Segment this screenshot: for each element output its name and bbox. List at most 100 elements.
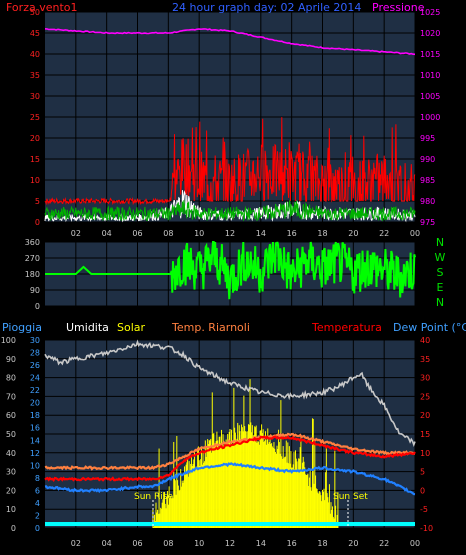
x-tick-label: 06 (132, 539, 142, 548)
left-tick-label: 40 (30, 50, 40, 59)
temp-tick-label: 25 (420, 392, 430, 401)
left-tick-label: 10 (30, 176, 40, 185)
rain-tick-label: 2 (35, 511, 40, 520)
right-tick-label: 1000 (420, 113, 440, 122)
legend-pioggia: Pioggia (2, 321, 42, 334)
left-tick-label: 50 (30, 8, 40, 17)
left-tick-label: 0 (35, 302, 40, 311)
x-tick-label: 14 (256, 229, 266, 238)
x-tick-label: 22 (379, 229, 389, 238)
left-tick-label: 270 (25, 254, 40, 263)
legend-temp-riarnoli: Temp. Riarnoli (171, 321, 250, 334)
series-line-3 (44, 462, 416, 496)
x-tick-label: 16 (287, 229, 297, 238)
left-tick-label: 25 (30, 113, 40, 122)
series-group (44, 339, 416, 496)
series-line-1 (44, 432, 415, 471)
x-tick-label: 02 (71, 229, 81, 238)
temp-tick-label: 30 (420, 374, 430, 383)
rain-tick-label: 6 (35, 486, 40, 495)
legend-solar: Solar (117, 321, 146, 334)
humidity-tick-label: 0 (11, 524, 16, 533)
rain-tick-label: 26 (30, 361, 40, 370)
series-group (45, 241, 416, 300)
temp-tick-label: 5 (420, 468, 425, 477)
legend-temperatura: Temperatura (311, 321, 382, 334)
labels: 0102030405060708090100024681012141618202… (1, 336, 433, 548)
wind-pressure-panel: 0510152025303540455097598098599099510001… (0, 0, 466, 238)
rain-tick-label: 0 (35, 524, 40, 533)
x-tick-label: 02 (71, 539, 81, 548)
humidity-tick-label: 20 (6, 486, 16, 495)
rain-tick-label: 28 (30, 349, 40, 358)
chart-title: 24 hour graph day: 02 Aprile 2014 (172, 1, 361, 14)
legend-umidita: Umidita (66, 321, 109, 334)
right-tick-label: 985 (420, 176, 435, 185)
rain-tick-label: 4 (35, 499, 40, 508)
rain-baseline (45, 522, 415, 526)
labels: 0510152025303540455097598098599099510001… (30, 8, 441, 238)
rain-tick-label: 14 (30, 436, 40, 445)
legend-dew-point: Dew Point (°C) (393, 321, 466, 334)
rain-tick-label: 24 (30, 374, 40, 383)
temp-tick-label: 40 (420, 336, 430, 345)
series-line-1 (44, 117, 416, 206)
compass-label: W (435, 251, 446, 264)
temp-tick-label: -10 (420, 524, 433, 533)
rain-tick-label: 22 (30, 386, 40, 395)
x-tick-label: 10 (194, 229, 204, 238)
right-tick-label: 995 (420, 134, 435, 143)
rain-tick-label: 10 (30, 461, 40, 470)
rain-tick-label: 16 (30, 424, 40, 433)
rain-tick-label: 8 (35, 474, 40, 483)
humidity-tick-label: 90 (6, 355, 16, 364)
humidity-tick-label: 30 (6, 468, 16, 477)
x-tick-label: 22 (379, 539, 389, 548)
right-tick-label: 1020 (420, 29, 440, 38)
x-tick-label: 14 (256, 539, 266, 548)
x-tick-label: 00 (410, 539, 420, 548)
x-tick-label: 16 (287, 539, 297, 548)
right-tick-label: 990 (420, 155, 435, 164)
x-tick-label: 06 (132, 229, 142, 238)
x-tick-label: 20 (348, 229, 358, 238)
left-tick-label: 30 (30, 92, 40, 101)
sunset-label: Sun Set (333, 492, 368, 502)
right-tick-label: 980 (420, 197, 435, 206)
humidity-tick-label: 100 (1, 336, 16, 345)
humidity-tick-label: 80 (6, 374, 16, 383)
humidity-tick-label: 50 (6, 430, 16, 439)
left-tick-label: 360 (25, 238, 40, 247)
wind-direction-line (45, 241, 416, 300)
left-tick-label: 0 (35, 218, 40, 227)
compass-label: N (436, 296, 444, 309)
right-tick-label: 1005 (420, 92, 440, 101)
x-tick-label: 18 (317, 539, 327, 548)
x-tick-label: 12 (225, 539, 235, 548)
humidity-tick-label: 70 (6, 392, 16, 401)
series-line-2 (44, 435, 416, 483)
left-tick-label: 180 (25, 270, 40, 279)
x-tick-label: 20 (348, 539, 358, 548)
temp-tick-label: 10 (420, 449, 430, 458)
series-line-3 (44, 200, 416, 222)
left-tick-label: 15 (30, 155, 40, 164)
humidity-tick-label: 10 (6, 505, 16, 514)
left-tick-label: 45 (30, 29, 40, 38)
series-line-0 (44, 339, 416, 447)
x-tick-label: 08 (163, 539, 173, 548)
humidity-tick-label: 60 (6, 411, 16, 420)
rain-tick-label: 12 (30, 449, 40, 458)
x-tick-label: 00 (410, 229, 420, 238)
right-axis-label: Pressione (372, 1, 425, 14)
compass-label: N (436, 236, 444, 249)
temp-tick-label: -5 (420, 505, 428, 514)
temp-tick-label: 35 (420, 355, 430, 364)
left-tick-label: 5 (35, 197, 40, 206)
right-tick-label: 1025 (420, 8, 440, 17)
x-tick-label: 08 (163, 229, 173, 238)
rain-tick-label: 20 (30, 399, 40, 408)
